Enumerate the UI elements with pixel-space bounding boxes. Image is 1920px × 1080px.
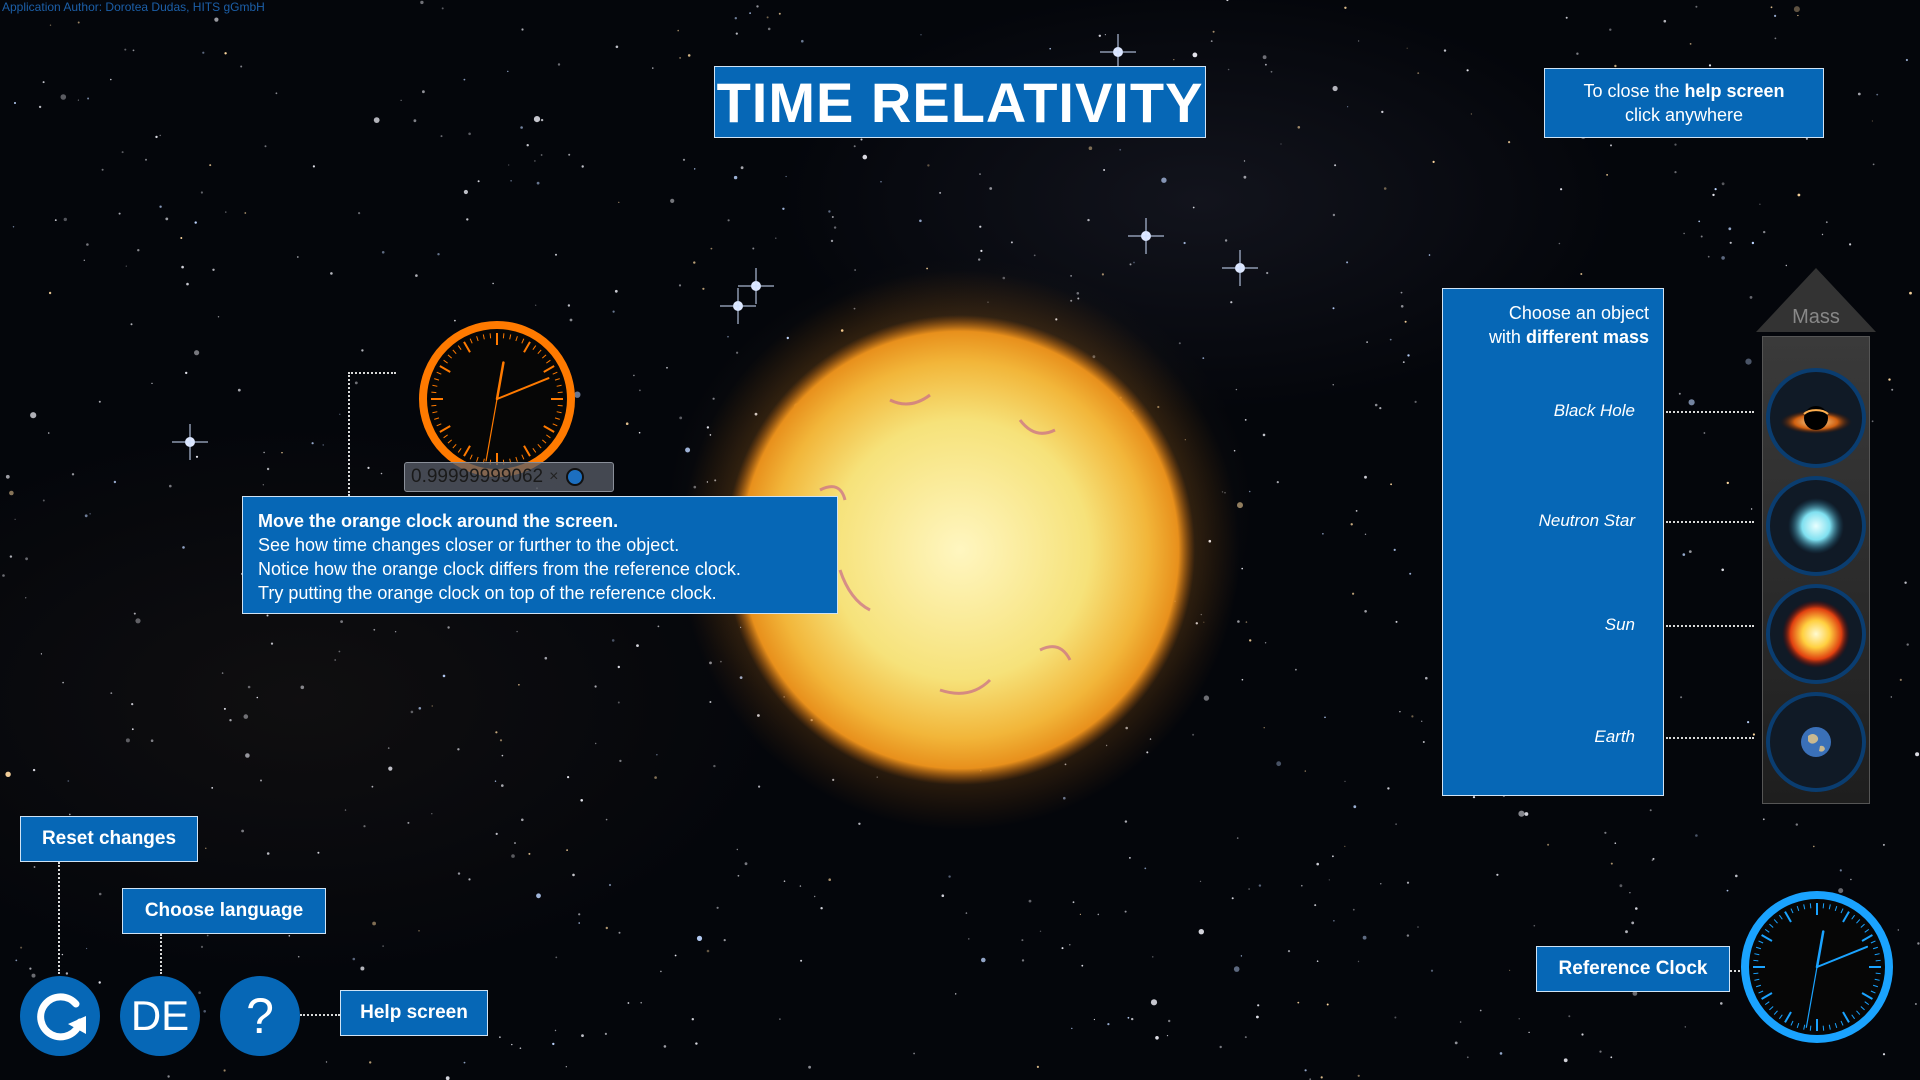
neutron-star-icon (1788, 498, 1844, 554)
reset-button[interactable] (20, 976, 100, 1056)
connector-line (348, 372, 350, 496)
reset-changes-label: Reset changes (20, 816, 198, 862)
help-screen-label: Help screen (340, 990, 488, 1036)
close-help-text2: click anywhere (1624, 105, 1744, 125)
label-sun: Sun (1604, 615, 1635, 634)
connector-line (1666, 411, 1754, 413)
instruction-line: See how time changes closer or further t… (258, 535, 680, 555)
close-help-hint: To close the help screen click anywhere (1544, 68, 1824, 138)
sun-icon (1782, 600, 1850, 668)
author-credit: Application Author: Dorotea Dudas, HITS … (2, 0, 265, 14)
multiply-sign: × (549, 468, 559, 485)
mass-header-bold: different mass (1525, 327, 1649, 347)
mass-axis-label: Mass (1792, 306, 1840, 328)
sun-object (680, 270, 1240, 830)
instruction-line: Notice how the orange clock differs from… (258, 559, 741, 579)
help-button[interactable]: ? (220, 976, 300, 1056)
time-factor-readout: 0.99999999062 × (404, 462, 614, 492)
mass-help-panel: Choose an object with different mass Bla… (1442, 288, 1664, 796)
mass-panel-header: Choose an object with different mass (1489, 301, 1649, 349)
mass-header-line1: Choose an object (1508, 303, 1649, 323)
slider-knob-icon (566, 468, 585, 486)
connector-line (160, 934, 162, 974)
mass-arrow-icon (1756, 268, 1876, 332)
earth-icon (1801, 727, 1831, 757)
label-neutron-star: Neutron Star (1538, 511, 1635, 530)
choose-language-label: Choose language (122, 888, 326, 934)
connector-line (300, 1014, 340, 1016)
reference-clock (1741, 891, 1893, 1043)
instruction-line: Move the orange clock around the screen. (258, 511, 619, 531)
instructions-panel: Move the orange clock around the screen.… (242, 496, 838, 614)
connector-line (348, 372, 396, 374)
reference-clock-label: Reference Clock (1536, 946, 1730, 992)
neutron-star-button[interactable] (1766, 476, 1866, 576)
connector-line (1730, 970, 1744, 972)
mass-header-pre: with (1488, 327, 1526, 347)
label-earth: Earth (1594, 727, 1635, 746)
connector-line (1666, 521, 1754, 523)
instruction-line: Try putting the orange clock on top of t… (258, 583, 717, 603)
connector-line (1666, 737, 1754, 739)
close-help-bold: help screen (1684, 81, 1785, 101)
earth-button[interactable] (1766, 692, 1866, 792)
label-black-hole: Black Hole (1553, 401, 1635, 420)
black-hole-icon (1780, 406, 1852, 434)
connector-line (58, 862, 60, 974)
orange-clock[interactable] (418, 320, 576, 478)
close-help-text: To close the (1583, 81, 1685, 101)
time-factor-value: 0.99999999062 (411, 466, 544, 487)
page-title: TIME RELATIVITY (714, 66, 1206, 138)
black-hole-button[interactable] (1766, 368, 1866, 468)
sun-button[interactable] (1766, 584, 1866, 684)
connector-line (1666, 625, 1754, 627)
reset-icon (37, 993, 86, 1041)
language-button[interactable]: DE (120, 976, 200, 1056)
